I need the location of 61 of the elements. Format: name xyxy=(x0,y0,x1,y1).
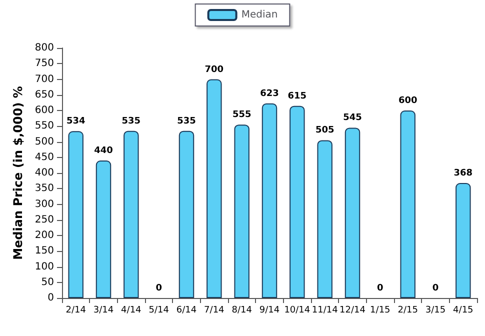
data-label: 600 xyxy=(398,96,418,106)
y-tick-label: 100 xyxy=(34,261,54,272)
bar xyxy=(456,183,471,298)
bar xyxy=(68,131,84,298)
x-tick-label: 10/14 xyxy=(284,306,310,316)
x-tick-label: 11/14 xyxy=(312,306,338,316)
y-tick-label: 150 xyxy=(34,246,54,257)
data-label: 0 xyxy=(432,284,439,294)
bar xyxy=(178,130,194,298)
x-tick-label: 1/15 xyxy=(370,306,390,316)
data-label: 535 xyxy=(122,116,141,126)
bar xyxy=(234,124,250,298)
y-tick-label: 600 xyxy=(34,105,54,116)
data-label: 555 xyxy=(232,110,252,120)
x-tick-label: 4/14 xyxy=(121,306,142,316)
y-tick-label: 450 xyxy=(34,152,54,163)
y-tick-label: 50 xyxy=(41,276,54,288)
bar xyxy=(400,110,416,298)
y-tick-label: 550 xyxy=(34,120,54,132)
x-tick-label: 8/14 xyxy=(232,306,252,316)
y-tick-label: 400 xyxy=(34,168,54,178)
x-tick-label: 7/14 xyxy=(204,306,225,316)
data-label: 615 xyxy=(288,91,307,102)
y-axis-title: Median Price (in $,000) % xyxy=(11,86,26,260)
x-tick-label: 9/14 xyxy=(259,306,280,316)
x-tick-label: 2/15 xyxy=(398,306,418,316)
data-label: 440 xyxy=(94,146,113,156)
y-tick-label: 250 xyxy=(34,214,54,226)
y-tick-label: 0 xyxy=(48,292,54,304)
x-tick-label: 5/14 xyxy=(148,306,170,316)
y-tick-label: 350 xyxy=(34,183,54,194)
x-tick-label: 3/15 xyxy=(425,306,446,316)
data-label: 700 xyxy=(204,64,224,75)
y-tick-label: 500 xyxy=(34,136,54,148)
bar xyxy=(262,103,278,298)
bar xyxy=(206,79,222,298)
data-label: 535 xyxy=(177,116,196,126)
bar xyxy=(317,140,332,298)
x-tick-label: 6/14 xyxy=(176,306,197,316)
bar xyxy=(344,128,360,298)
x-tick-label: 3/14 xyxy=(93,306,114,316)
y-tick-label: 300 xyxy=(34,198,54,210)
data-label: 623 xyxy=(260,88,279,99)
data-label: 534 xyxy=(66,116,86,127)
bar xyxy=(96,160,112,298)
bar xyxy=(290,106,305,298)
data-label: 368 xyxy=(454,168,473,178)
data-label: 0 xyxy=(156,284,162,294)
bar xyxy=(124,130,139,298)
x-tick-label: 4/15 xyxy=(453,306,474,316)
y-tick-label: 750 xyxy=(34,58,54,70)
y-tick-label: 200 xyxy=(34,230,54,241)
legend-label: Median xyxy=(241,10,278,20)
y-tick-label: 700 xyxy=(34,74,54,85)
y-tick-label: 650 xyxy=(34,89,54,100)
data-label: 545 xyxy=(343,113,362,124)
x-tick-label: 12/14 xyxy=(340,306,366,316)
data-label: 0 xyxy=(377,284,384,294)
x-tick-label: 2/14 xyxy=(66,306,86,316)
data-label: 505 xyxy=(315,126,334,136)
y-tick-label: 800 xyxy=(34,42,54,54)
